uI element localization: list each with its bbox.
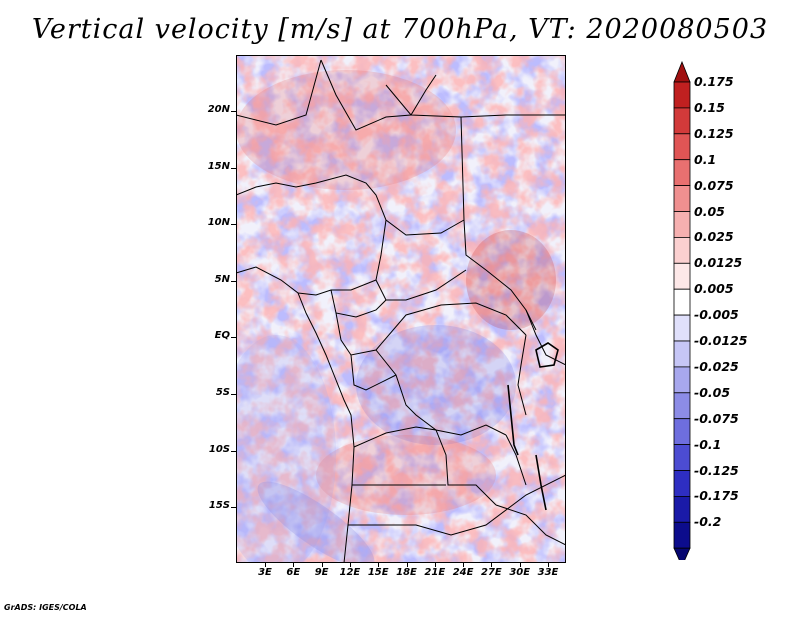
lat-label: 15N	[207, 160, 230, 172]
lat-tick	[231, 280, 236, 282]
chart-title: Vertical velocity [m/s] at 700hPa, VT: 2…	[31, 14, 769, 45]
lake-tanganyika	[507, 384, 519, 456]
lon-label: 12E	[339, 567, 361, 578]
lon-label: 3E	[258, 567, 272, 578]
lon-label: 24E	[452, 567, 474, 578]
colorbar-segment	[673, 159, 691, 186]
lon-tick	[491, 563, 493, 567]
lon-tick	[293, 563, 295, 567]
ocean-blue-zone	[236, 335, 336, 563]
colorbar-segment	[673, 288, 691, 316]
colorbar-label: -0.0125	[694, 333, 748, 348]
lat-tick	[231, 111, 236, 112]
colorbar-segment	[673, 236, 691, 264]
lon-tick	[378, 563, 380, 567]
lon-tick	[349, 563, 351, 567]
colorbar-segment	[673, 418, 691, 446]
lon-label: 18E	[396, 567, 417, 578]
colorbar-label: -0.005	[694, 307, 739, 323]
coastline	[236, 266, 355, 563]
lat-tick	[231, 337, 236, 339]
colorbar-label: -0.125	[694, 462, 739, 478]
lon-label: 9E	[314, 567, 329, 578]
colorbar-segment	[673, 340, 691, 368]
lat-label: 5N	[214, 273, 230, 285]
lon-label: 6E	[286, 567, 301, 578]
colorbar-segment	[673, 81, 691, 109]
lake-victoria	[535, 342, 559, 368]
colorbar	[673, 60, 691, 560]
colorbar-label: 0.175	[694, 74, 734, 89]
colorbar-label: 0.0125	[694, 255, 743, 271]
lon-label: 15E	[367, 567, 389, 578]
colorbar-label: -0.05	[694, 384, 731, 400]
lat-tick	[231, 394, 236, 395]
lon-tick	[406, 563, 408, 567]
lat-tick	[231, 167, 236, 169]
colorbar-label: 0.025	[694, 229, 734, 245]
lon-tick	[548, 563, 549, 567]
colorbar-segment	[673, 185, 691, 212]
country-borders	[236, 59, 566, 563]
colorbar-segment	[673, 366, 691, 394]
lat-label: 10N	[207, 217, 230, 229]
colorbar-label: 0.005	[694, 281, 734, 297]
colorbar-segment	[673, 470, 691, 497]
lon-label: 27E	[481, 567, 502, 578]
colorbar-segment	[673, 314, 691, 342]
congo-blue-zone	[356, 325, 516, 445]
lakes	[507, 342, 559, 511]
lat-label: 20N	[207, 104, 230, 115]
lon-label: 30E	[509, 567, 531, 578]
colorbar-segment	[673, 107, 691, 135]
colorbar-label: -0.1	[694, 436, 722, 452]
colorbar-segment	[673, 521, 691, 549]
colorbar-label: -0.2	[694, 514, 722, 530]
colorbar-segment	[673, 392, 691, 420]
lon-tick	[519, 563, 521, 567]
lat-tick	[231, 450, 236, 452]
lat-tick	[231, 224, 236, 226]
grads-credit: GrADS: IGES/COLA	[4, 603, 87, 612]
colorbar-max-arrow	[673, 60, 691, 83]
colorbar-label: 0.075	[694, 177, 734, 193]
colorbar-label: -0.075	[694, 410, 739, 426]
colorbar-segment	[673, 211, 691, 238]
lon-label: 33E	[537, 567, 559, 578]
lon-tick	[463, 563, 465, 567]
lat-tick	[231, 507, 236, 509]
colorbar-segment	[673, 495, 691, 523]
colorbar-min-arrow	[673, 547, 691, 560]
lat-label: EQ	[214, 330, 230, 342]
colorbar-label: -0.025	[694, 358, 739, 374]
lon-tick	[265, 563, 266, 567]
colorbar-label: 0.1	[694, 151, 717, 167]
colorbar-label: -0.175	[694, 488, 739, 504]
lat-label: 15S	[208, 500, 230, 512]
velocity-map	[236, 55, 566, 563]
map-red-texture	[236, 55, 566, 563]
colorbar-label: 0.15	[694, 99, 725, 115]
lon-tick	[321, 563, 323, 567]
colorbar-segment	[673, 444, 691, 471]
lon-label: 21E	[424, 567, 446, 578]
east-red-zone	[466, 230, 556, 330]
lat-label: 5S	[215, 387, 230, 398]
colorbar-segment	[673, 262, 691, 290]
lon-tick	[434, 563, 436, 567]
south-red-zone	[316, 435, 496, 515]
colorbar-label: 0.125	[694, 125, 734, 141]
lat-label: 10S	[208, 443, 230, 455]
colorbar-label: 0.05	[694, 203, 725, 219]
sahara-red-zone	[236, 70, 456, 190]
lake-malawi	[535, 454, 547, 511]
colorbar-segment	[673, 133, 691, 161]
